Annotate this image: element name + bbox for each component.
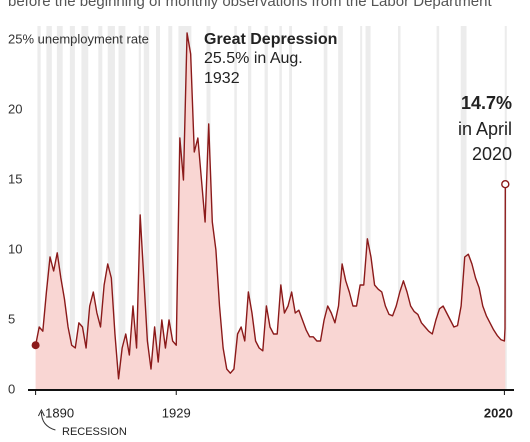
recession-arrow [40,411,56,431]
annotation: 14.7% [461,93,512,113]
recession-band [365,26,371,390]
recession-band [69,26,75,390]
recession-band [279,26,282,390]
recession-band [118,26,126,390]
y-tick-label: 25% unemployment rate [8,31,149,46]
recession-band [81,26,89,390]
start-point [31,341,40,350]
end-point [501,179,510,189]
recession-band [143,26,150,390]
area [35,33,506,390]
recession-band [46,26,52,390]
recession-band [398,26,401,390]
recession-band [37,26,41,390]
recession-band [248,26,252,390]
recession-band [460,26,467,390]
line [34,32,506,380]
recession-band [338,26,343,390]
recession-arrow-head [37,408,45,417]
recession-band [138,26,141,390]
recession-band [98,26,103,390]
recession-band [168,26,173,390]
recession-band [107,26,115,390]
y-tick-label: 20 [8,101,22,116]
x-tick-label: 1890 [45,405,74,420]
recession-band [264,26,268,390]
annotation: 25.5% in Aug. [204,50,303,67]
x-tick-label: 2020 [484,405,513,420]
recession-band [56,26,63,390]
y-tick-label: 5 [8,311,15,326]
chart-subtitle: before the beginning of monthly observat… [8,0,492,10]
recession-label: RECESSION [62,426,127,438]
recession-band [323,26,328,390]
recession-band [156,26,161,390]
x-tick-label: 1929 [162,405,191,420]
recession-band [289,26,292,390]
annotation: Great Depression [204,31,337,48]
recession-band [360,26,363,390]
recession-band [234,26,237,390]
recession-band [436,26,440,390]
y-tick-label: 0 [8,381,15,396]
annotation: 1932 [204,70,240,87]
annotation: in April [458,119,512,139]
y-tick-label: 10 [8,241,22,256]
y-tick-label: 15 [8,171,22,186]
annotation: 2020 [472,144,512,164]
